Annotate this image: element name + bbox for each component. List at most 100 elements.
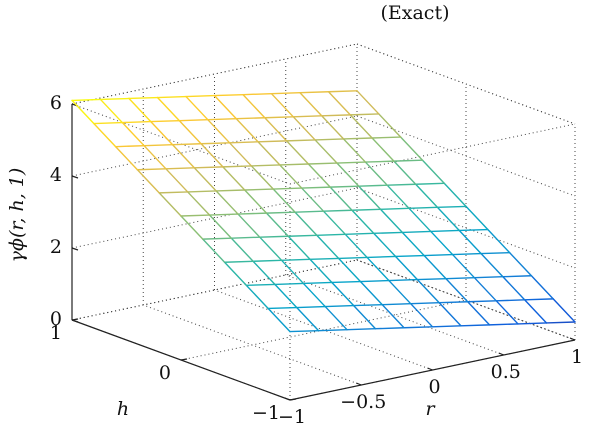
mesh-edge bbox=[222, 165, 253, 168]
mesh-edge bbox=[421, 159, 445, 184]
mesh-edge bbox=[416, 278, 440, 304]
mesh-edge bbox=[150, 120, 174, 146]
mesh-edge bbox=[235, 118, 259, 143]
mesh-edge bbox=[292, 116, 316, 141]
mesh-edge bbox=[366, 255, 397, 259]
mesh-edge bbox=[329, 186, 353, 211]
y-tick-label: 1 bbox=[50, 322, 62, 344]
mesh-edge bbox=[401, 231, 425, 257]
mesh-edge bbox=[243, 189, 268, 214]
mesh-edge bbox=[336, 162, 360, 187]
y-axis-label: h bbox=[117, 398, 129, 420]
mesh-edge bbox=[285, 139, 316, 142]
mesh-edge bbox=[460, 324, 491, 327]
mesh-edge bbox=[344, 233, 368, 259]
z-tick bbox=[71, 319, 79, 323]
mesh-edge bbox=[180, 214, 211, 217]
mesh-edge bbox=[436, 206, 460, 232]
mesh-edge bbox=[371, 137, 395, 162]
mesh-edge bbox=[364, 160, 395, 163]
mesh-edge bbox=[394, 254, 425, 258]
x-tick bbox=[356, 382, 362, 386]
mesh-edge bbox=[158, 192, 182, 217]
box-edge bbox=[289, 123, 576, 185]
x-tick bbox=[569, 337, 576, 341]
chart-title: (Exact) bbox=[380, 2, 449, 24]
mesh-edge bbox=[230, 236, 261, 239]
mesh-edge bbox=[381, 303, 405, 329]
mesh-edge bbox=[292, 115, 323, 118]
mesh-edge bbox=[207, 118, 231, 144]
mesh-edge bbox=[158, 191, 189, 194]
mesh-edge bbox=[186, 190, 217, 193]
mesh-edge bbox=[296, 306, 320, 332]
mesh-edge bbox=[371, 136, 402, 139]
mesh-edge bbox=[280, 258, 311, 262]
mesh-edge bbox=[374, 327, 405, 330]
mesh-edge bbox=[259, 235, 289, 238]
y-tick-label: 0 bbox=[159, 362, 171, 384]
mesh-edge bbox=[430, 230, 454, 256]
mesh-edge bbox=[136, 168, 167, 171]
mesh-edge bbox=[517, 322, 548, 325]
mesh-edge bbox=[331, 281, 355, 307]
mesh-edge bbox=[524, 298, 554, 301]
mesh-edge bbox=[393, 159, 424, 162]
grid-line bbox=[180, 299, 467, 361]
mesh-edge bbox=[128, 96, 159, 100]
mesh-edge bbox=[401, 230, 432, 234]
mesh-edge bbox=[373, 232, 397, 258]
mesh-edge bbox=[252, 259, 283, 262]
mesh-edge bbox=[207, 118, 238, 121]
grid-line bbox=[356, 43, 576, 125]
mesh-edge bbox=[359, 280, 383, 306]
grid-line bbox=[71, 43, 358, 105]
mesh-edge bbox=[524, 299, 548, 324]
mesh-edge bbox=[324, 304, 355, 308]
mesh-edge bbox=[307, 162, 338, 165]
x-tick-label: −1 bbox=[278, 406, 306, 428]
y-tick bbox=[289, 398, 297, 401]
mesh-edge bbox=[467, 301, 491, 326]
mesh-edge bbox=[473, 276, 504, 279]
y-tick-label: −1 bbox=[252, 402, 280, 424]
mesh-edge bbox=[438, 301, 469, 304]
z-tick bbox=[71, 247, 79, 251]
mesh-edge bbox=[408, 206, 439, 210]
mesh-edge bbox=[307, 163, 331, 188]
mesh-edge bbox=[386, 183, 417, 186]
mesh-edge bbox=[299, 91, 330, 94]
mesh-edge bbox=[337, 257, 362, 283]
z-tick-label: 0 bbox=[50, 308, 62, 330]
mesh-edge bbox=[121, 120, 152, 124]
mesh-edge bbox=[445, 276, 476, 280]
mesh-edge bbox=[245, 284, 269, 310]
mesh-edge bbox=[356, 90, 380, 115]
mesh-edge bbox=[93, 122, 117, 148]
mesh-edge bbox=[309, 258, 333, 284]
mesh-edge bbox=[299, 92, 323, 117]
mesh-edge bbox=[121, 121, 145, 147]
mesh-edge bbox=[458, 229, 482, 255]
z-tick-label: 4 bbox=[50, 164, 62, 186]
grid-line bbox=[285, 274, 504, 356]
mesh-edge bbox=[156, 96, 181, 122]
grid-line bbox=[71, 187, 358, 249]
z-tick-label: 6 bbox=[50, 92, 62, 114]
mesh-edge bbox=[342, 138, 367, 163]
mesh-edge bbox=[379, 207, 410, 210]
mesh-edge bbox=[301, 186, 331, 189]
x-tick-label: 1 bbox=[571, 346, 583, 368]
x-tick-label: 0.5 bbox=[491, 361, 521, 383]
mesh-edge bbox=[156, 95, 187, 99]
mesh-edge bbox=[294, 210, 325, 213]
mesh-edge bbox=[285, 140, 310, 165]
mesh-edge bbox=[257, 140, 288, 143]
mesh-edge bbox=[329, 185, 360, 188]
mesh-edge bbox=[250, 165, 274, 190]
x-tick bbox=[284, 397, 291, 401]
mesh-edge bbox=[237, 213, 261, 238]
x-tick bbox=[498, 352, 504, 356]
mesh-edge bbox=[223, 261, 248, 287]
